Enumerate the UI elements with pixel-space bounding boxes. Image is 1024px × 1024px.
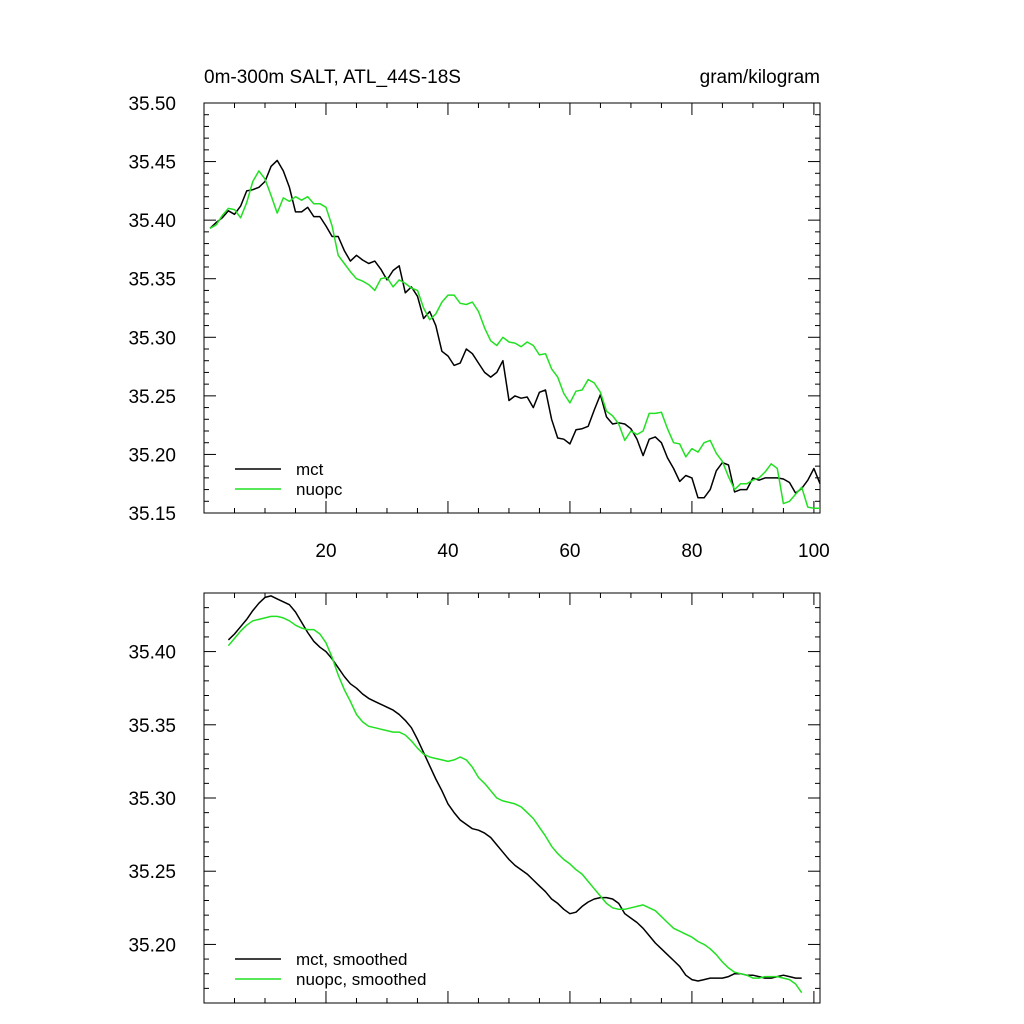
y-tick-label: 35.40 — [128, 643, 176, 664]
x-tick-label: 60 — [559, 541, 580, 562]
series-line-mct — [209, 159, 821, 499]
y-tick-label: 35.40 — [128, 211, 176, 232]
y-tick-label: 35.30 — [128, 789, 176, 810]
x-tick-label: 100 — [798, 541, 830, 562]
y-tick-label: 35.45 — [128, 153, 176, 174]
legend-label: mct — [296, 460, 324, 479]
y-tick-label: 35.15 — [128, 504, 176, 525]
series-line-mct-smoothed — [227, 595, 802, 982]
x-tick-label: 40 — [437, 541, 458, 562]
x-tick-label: 20 — [315, 541, 336, 562]
y-tick-label: 35.25 — [128, 862, 176, 883]
y-tick-label: 35.35 — [128, 716, 176, 737]
top-panel: 20 40 60 80 100 35.15 35.20 35.25 35.30 35.35 35.4… — [128, 94, 829, 562]
y-tick-label: 35.30 — [128, 328, 176, 349]
series-line-nuopc-smoothed — [227, 615, 803, 994]
series-line-nuopc — [209, 170, 820, 510]
units-label: gram/kilogram — [700, 67, 820, 88]
y-tick-label: 35.25 — [128, 387, 176, 408]
plot-frame — [203, 592, 821, 1004]
legend-label: nuopc, smoothed — [296, 970, 426, 989]
plot-frame — [203, 102, 821, 514]
bottom-panel: 35.20 35.25 35.30 35.35 35.40 mct, smoothednu… — [128, 592, 821, 1004]
chart-title: 0m-300m SALT, ATL_44S-18S — [204, 67, 461, 88]
y-tick-label: 35.35 — [128, 270, 176, 291]
x-tick-label: 80 — [681, 541, 702, 562]
legend-label: mct, smoothed — [296, 950, 408, 969]
legend-label: nuopc — [296, 480, 343, 499]
y-tick-label: 35.20 — [128, 445, 176, 466]
y-tick-label: 35.20 — [128, 935, 176, 956]
y-tick-label: 35.50 — [128, 94, 176, 115]
